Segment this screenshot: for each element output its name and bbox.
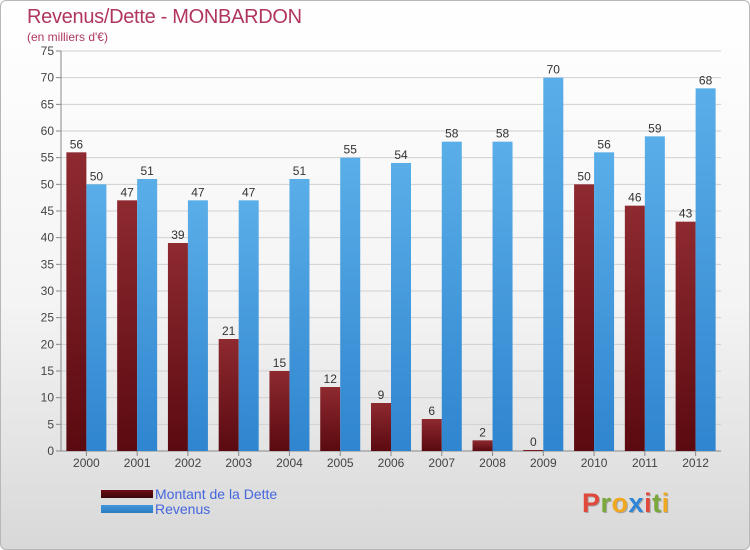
x-tick-label: 2002 [175,456,202,470]
x-tick-label: 2005 [327,456,354,470]
bar-debt [66,152,87,452]
bar-debt [675,221,696,451]
bar-debt [472,440,493,451]
data-label-revenue: 70 [547,63,561,77]
bar-debt [523,450,544,451]
x-tick-label: 2006 [378,456,405,470]
x-tick-label: 2011 [632,456,658,470]
data-label-revenue: 68 [699,73,713,87]
y-tick-label: 5 [47,417,54,431]
legend-label-debt: Montant de la Dette [155,486,278,502]
data-label-revenue: 51 [140,164,154,178]
data-label-debt: 12 [324,372,338,386]
data-label-revenue: 59 [648,121,662,135]
data-label-revenue: 56 [597,137,611,151]
bar-revenue [695,88,716,451]
bar-debt [574,184,595,452]
x-tick-label: 2001 [124,456,151,470]
y-tick-label: 50 [41,177,55,191]
x-tick-label: 2009 [530,456,557,470]
y-tick-label: 60 [41,124,55,138]
logo-letter: i [661,488,670,518]
data-label-revenue: 51 [293,164,307,178]
bar-debt [117,200,138,451]
bar-debt [421,419,442,451]
bar-revenue [441,141,462,451]
y-tick-label: 30 [41,284,55,298]
logo-letter: o [611,488,629,518]
data-label-debt: 39 [171,228,185,242]
x-tick-label: 2003 [225,456,252,470]
data-label-debt: 56 [70,137,84,151]
legend-swatch-revenue [101,505,153,513]
data-label-revenue: 47 [191,185,205,199]
data-label-debt: 9 [378,388,385,402]
data-label-revenue: 55 [344,143,358,157]
y-tick-label: 75 [41,44,55,58]
chart-title: Revenus/Dette - MONBARDON [27,6,302,28]
bar-revenue [289,179,310,451]
data-label-revenue: 47 [242,185,256,199]
logo-letter: P [582,488,601,518]
x-tick-label: 2012 [682,456,709,470]
bar-debt [218,339,239,451]
y-tick-label: 15 [41,364,55,378]
bar-debt [320,387,341,451]
data-label-debt: 2 [479,425,486,439]
y-tick-label: 45 [41,204,55,218]
y-tick-label: 20 [41,337,55,351]
data-label-debt: 15 [273,356,287,370]
data-label-revenue: 58 [445,127,459,141]
proxiti-logo: Proxiti [582,488,670,519]
bar-revenue [492,141,513,451]
bar-debt [167,243,188,451]
x-tick-label: 2008 [479,456,506,470]
x-tick-label: 2010 [581,456,608,470]
bar-revenue [238,200,259,451]
chart-subtitle: (en milliers d'€) [27,30,108,44]
bar-revenue [137,179,158,451]
bar-debt [371,403,391,451]
data-label-revenue: 54 [394,148,408,162]
bar-revenue [391,163,411,451]
data-label-debt: 50 [577,169,591,183]
bar-debt [624,205,645,451]
x-tick-label: 2000 [73,456,100,470]
y-tick-label: 65 [41,97,55,111]
data-label-debt: 6 [428,404,435,418]
data-label-debt: 47 [120,185,134,199]
bar-revenue [594,152,615,452]
y-tick-label: 35 [41,257,55,271]
logo-letter: t [652,488,662,518]
data-label-debt: 46 [628,191,642,205]
bar-revenue [543,77,564,452]
legend-swatch-debt [101,490,153,498]
data-label-debt: 0 [530,435,537,449]
logo-letter: r [600,488,612,518]
y-tick-label: 40 [41,231,55,245]
bar-revenue [644,136,665,452]
legend-label-revenue: Revenus [155,501,211,517]
x-tick-label: 2007 [428,456,455,470]
data-label-debt: 43 [679,207,693,221]
bar-revenue [187,200,208,451]
bar-revenue [86,184,107,452]
bar-debt [269,371,290,451]
y-tick-label: 25 [41,311,55,325]
data-label-revenue: 58 [496,127,510,141]
bar-revenue [340,157,361,451]
y-tick-label: 0 [47,444,54,458]
y-tick-label: 55 [41,151,55,165]
y-tick-label: 10 [41,391,55,405]
data-label-debt: 21 [222,324,236,338]
x-tick-label: 2004 [276,456,303,470]
logo-letter: x [628,488,645,518]
y-tick-label: 70 [41,71,55,85]
data-label-revenue: 50 [90,169,104,183]
logo-letter: i [644,488,653,518]
